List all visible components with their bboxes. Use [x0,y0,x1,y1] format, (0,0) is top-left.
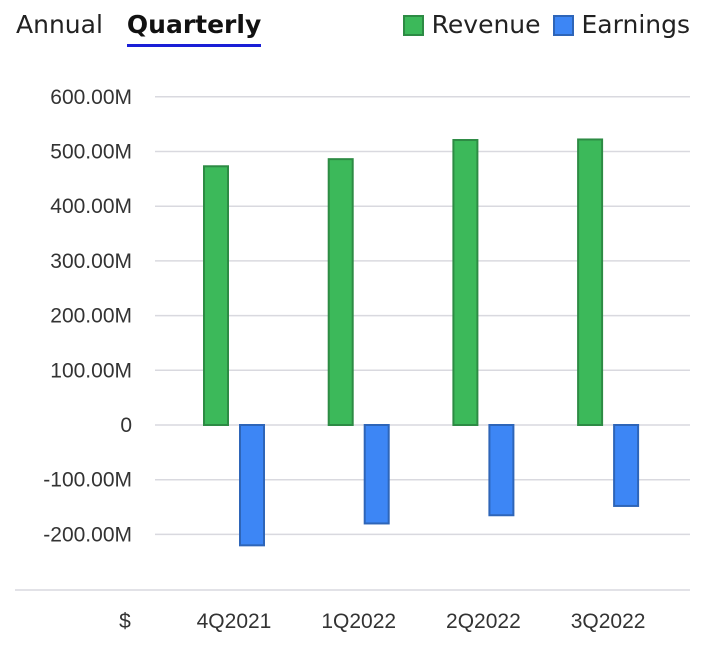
y-tick-label: -100.00M [43,469,132,492]
x-tick-label: 2Q2022 [446,610,521,633]
bar-revenue-4q2021[interactable] [203,165,229,426]
legend-item-earnings[interactable]: Earnings [552,8,690,42]
y-tick-label: 0 [120,414,132,437]
y-tick-label: 600.00M [50,86,132,109]
chart-legend: Revenue Earnings [391,8,690,42]
y-tick-label: 100.00M [50,359,132,382]
bar-earnings-4q2021[interactable] [239,424,265,547]
bar-revenue-1q2022[interactable] [327,158,354,427]
x-tick-label: 3Q2022 [571,610,646,633]
y-tick-label: 200.00M [50,305,132,328]
legend-swatch-revenue [402,14,424,36]
x-tick-label: 1Q2022 [321,610,396,633]
legend-item-revenue[interactable]: Revenue [402,8,541,42]
bar-revenue-3q2022[interactable] [577,138,604,426]
currency-label: $ [119,610,131,633]
bar-earnings-1q2022[interactable] [363,424,390,525]
legend-label-earnings: Earnings [581,10,690,39]
tab-quarterly[interactable]: Quarterly [126,8,262,47]
bar-earnings-3q2022[interactable] [613,424,640,507]
bar-earnings-2q2022[interactable] [488,424,515,517]
tab-annual[interactable]: Annual [16,10,103,39]
legend-swatch-earnings [552,14,574,36]
y-tick-label: 300.00M [50,250,132,273]
x-tick-label: 4Q2021 [197,610,272,633]
y-tick-label: 400.00M [50,195,132,218]
period-tabs: Annual Quarterly [16,8,285,48]
y-tick-label: 500.00M [50,141,132,164]
bar-revenue-2q2022[interactable] [452,139,479,426]
legend-label-revenue: Revenue [431,10,541,39]
y-tick-label: -200.00M [43,523,132,546]
